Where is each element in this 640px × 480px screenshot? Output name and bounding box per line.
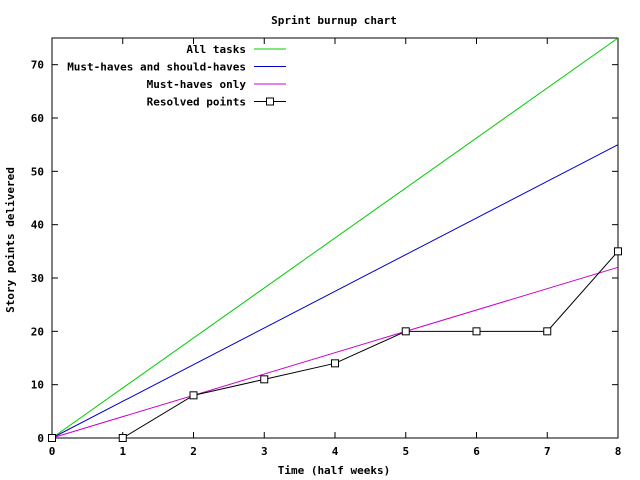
- legend-label: Resolved points: [147, 96, 246, 109]
- legend-marker: [266, 97, 274, 106]
- y-tick-label: 60: [31, 112, 44, 125]
- legend-label: Must-haves only: [147, 78, 247, 91]
- data-point: [260, 375, 269, 384]
- series-line-0: [51, 37, 619, 439]
- legend: All tasks Must-haves and should-haves Must…: [67, 43, 286, 109]
- x-tick-label: 1: [119, 445, 126, 458]
- y-tick-label: 70: [31, 59, 44, 72]
- data-point: [543, 327, 552, 336]
- y-tick-label: 0: [37, 432, 44, 445]
- x-tick-label: 2: [190, 445, 197, 458]
- data-point: [331, 359, 339, 368]
- y-tick-label: 30: [31, 272, 44, 285]
- series-layer: [48, 37, 622, 442]
- series-line-3: [52, 251, 619, 439]
- legend-label: Must-haves and should-haves: [67, 61, 246, 74]
- x-axis-label: Time (half weeks): [278, 464, 391, 477]
- data-point: [401, 327, 410, 336]
- x-tick-label: 8: [615, 445, 622, 458]
- data-point: [118, 434, 127, 442]
- y-tick-label: 40: [31, 219, 44, 232]
- data-point: [472, 327, 481, 336]
- y-tick-label: 20: [31, 325, 44, 338]
- data-point: [189, 391, 198, 400]
- legend-label: All tasks: [186, 43, 246, 56]
- y-axis: 0 10 20 30 40 50 60 70: [31, 59, 618, 445]
- y-tick-label: 10: [31, 379, 44, 392]
- x-tick-label: 4: [332, 445, 339, 458]
- x-tick-label: 5: [402, 445, 409, 458]
- data-point: [48, 434, 56, 442]
- x-tick-label: 7: [544, 445, 551, 458]
- x-tick-label: 6: [473, 445, 480, 458]
- chart-title: Sprint burnup chart: [271, 14, 397, 27]
- x-tick-label: 0: [49, 445, 56, 458]
- x-axis: 0 1 2 3 4 5 6 7 8: [49, 38, 622, 458]
- series-line-1: [51, 144, 619, 439]
- x-tick-label: 3: [261, 445, 268, 458]
- data-point: [614, 247, 622, 256]
- series-line-2: [51, 266, 619, 439]
- y-tick-label: 50: [31, 165, 44, 178]
- y-axis-label: Story points delivered: [4, 167, 17, 313]
